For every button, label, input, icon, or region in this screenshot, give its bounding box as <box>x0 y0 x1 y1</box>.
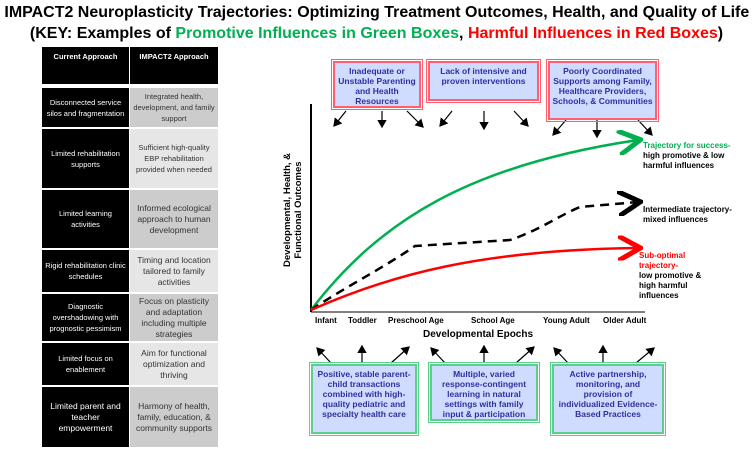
epoch-label: Young Adult <box>543 316 590 325</box>
intermediate-label: Intermediate trajectory-mixed influences <box>643 205 732 224</box>
impact2-cell: Sufficient high-quality EBP rehabilitati… <box>130 129 218 188</box>
title-line-1-text: IMPACT2 Neuroplasticity Trajectories: Op… <box>4 4 749 21</box>
success-label: Trajectory for success-high promotive & … <box>643 141 731 170</box>
title-line-2-text: (KEY: Examples of Promotive Influences i… <box>29 25 724 42</box>
title-line-2: (KEY: Examples of Promotive Influences i… <box>0 24 753 43</box>
harmful-box-coordination: Poorly Coordinated Supports among Family… <box>546 59 659 122</box>
current-cell: Diagnostic overshadowing with prognostic… <box>42 294 130 341</box>
promotive-box-parent-child: Positive, stable parent-child transactio… <box>309 362 419 436</box>
approach-table: Current Approach IMPACT2 Approach Discon… <box>42 47 218 449</box>
impact2-cell: Aim for functional optimization and thri… <box>130 343 218 385</box>
header-current: Current Approach <box>42 47 130 84</box>
harmful-box-interventions: Lack of intensive and proven interventio… <box>426 59 541 103</box>
epoch-label: School Age <box>471 316 515 325</box>
current-cell: Limited focus on enablement <box>42 343 130 385</box>
impact2-cell: Integrated health, development, and fami… <box>130 88 218 127</box>
current-cell: Limited parent and teacher empowerment <box>42 387 130 447</box>
table-row: Limited parent and teacher empowerment Ha… <box>42 387 218 449</box>
promotive-arrows <box>316 344 655 364</box>
promotive-box-partnership: Active partnership, monitoring, and prov… <box>550 362 666 436</box>
impact2-cell: Harmony of health, family, education, & … <box>130 387 218 447</box>
current-cell: Limited learning activities <box>42 190 130 248</box>
epoch-label: Preschool Age <box>388 316 444 325</box>
table-row: Limited focus on enablement Aim for funct… <box>42 343 218 387</box>
intermediate-trajectory-line <box>310 202 638 312</box>
impact2-cell: Focus on plasticity and adaptation inclu… <box>130 294 218 341</box>
current-cell: Rigid rehabilitation clinic schedules <box>42 250 130 292</box>
header-impact2: IMPACT2 Approach <box>130 47 218 84</box>
suboptimal-trajectory-line <box>310 248 638 312</box>
table-row: Rigid rehabilitation clinic schedules Tim… <box>42 250 218 294</box>
impact2-cell: Timing and location tailored to family a… <box>130 250 218 292</box>
epoch-label: Infant <box>315 316 337 325</box>
table-row: Diagnostic overshadowing with prognostic… <box>42 294 218 343</box>
promotive-box-learning: Multiple, varied response-contingent lea… <box>428 362 540 423</box>
x-axis-label: Developmental Epochs <box>423 329 534 340</box>
epoch-label: Older Adult <box>603 316 647 325</box>
table-row: Limited rehabilitation supports Sufficien… <box>42 129 218 190</box>
title-line-1: IMPACT2 Neuroplasticity Trajectories: Op… <box>0 3 753 22</box>
table-row: Limited learning activities Informed ecol… <box>42 190 218 250</box>
success-trajectory-line <box>310 140 638 311</box>
current-cell: Disconnected service silos and fragmenta… <box>42 88 130 127</box>
suboptimal-label: Sub-optimal trajectory-low promotive & h… <box>639 251 702 300</box>
impact2-cell: Informed ecological approach to human de… <box>130 190 218 248</box>
harmful-arrows <box>333 110 653 139</box>
table-header: Current Approach IMPACT2 Approach <box>42 47 218 88</box>
epoch-label: Toddler <box>348 316 377 325</box>
y-axis-label: Developmental, Health, & Functional Outc… <box>282 152 304 268</box>
harmful-box-parenting: Inadequate or Unstable Parenting and Hea… <box>331 59 423 110</box>
current-cell: Limited rehabilitation supports <box>42 129 130 188</box>
table-row: Disconnected service silos and fragmenta… <box>42 88 218 129</box>
